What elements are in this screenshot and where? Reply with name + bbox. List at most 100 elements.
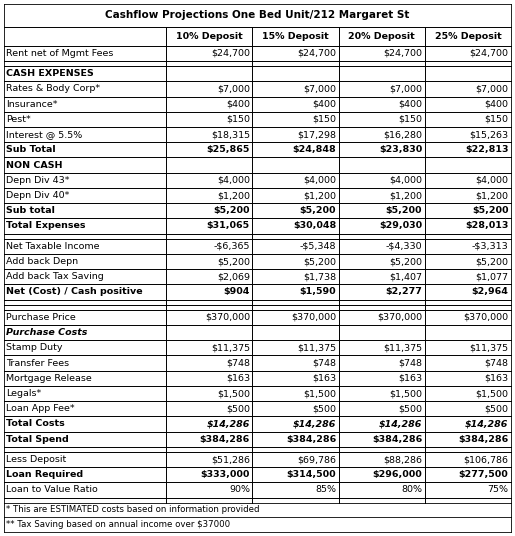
Text: $69,786: $69,786 [297,455,336,464]
Text: $7,000: $7,000 [217,84,250,93]
Text: $163: $163 [398,374,422,383]
Text: Insurance*: Insurance* [7,100,58,109]
Text: $150: $150 [485,115,508,124]
Text: $24,848: $24,848 [293,145,336,154]
Text: $17,298: $17,298 [297,130,336,139]
Text: Sub Total: Sub Total [7,145,56,154]
Text: $384,286: $384,286 [458,435,508,444]
Text: Rates & Body Corp*: Rates & Body Corp* [7,84,100,93]
Text: Stamp Duty: Stamp Duty [7,344,63,352]
Text: -$3,313: -$3,313 [472,242,508,251]
Text: 90%: 90% [229,486,250,495]
Text: $150: $150 [398,115,422,124]
Text: $24,700: $24,700 [211,49,250,58]
Text: $14,286: $14,286 [379,420,422,428]
Text: Purchase Price: Purchase Price [7,313,76,322]
Text: $18,315: $18,315 [211,130,250,139]
Text: Net Taxable Income: Net Taxable Income [7,242,100,251]
Text: Total Expenses: Total Expenses [7,221,86,230]
Text: $748: $748 [485,359,508,368]
Text: $16,280: $16,280 [383,130,422,139]
Text: $384,286: $384,286 [372,435,422,444]
Text: Cashflow Projections One Bed Unit/212 Margaret St: Cashflow Projections One Bed Unit/212 Ma… [105,10,410,20]
Text: NON CASH: NON CASH [7,161,63,169]
Text: $7,000: $7,000 [475,84,508,93]
Text: Total Spend: Total Spend [7,435,69,444]
Text: $28,013: $28,013 [465,221,508,230]
Text: Net (Cost) / Cash positive: Net (Cost) / Cash positive [7,287,143,296]
Text: $5,200: $5,200 [300,206,336,215]
Text: $1,200: $1,200 [475,191,508,200]
Text: $4,000: $4,000 [303,176,336,185]
Text: $370,000: $370,000 [464,313,508,322]
Text: Add back Depn: Add back Depn [7,257,79,266]
Text: Total Costs: Total Costs [7,420,65,428]
Text: $1,500: $1,500 [303,389,336,398]
Text: $11,375: $11,375 [211,344,250,352]
Text: $29,030: $29,030 [379,221,422,230]
Text: $7,000: $7,000 [303,84,336,93]
Text: $384,286: $384,286 [286,435,336,444]
Text: Loan to Value Ratio: Loan to Value Ratio [7,486,98,495]
Text: Pest*: Pest* [7,115,31,124]
Text: $24,700: $24,700 [470,49,508,58]
Text: $1,200: $1,200 [217,191,250,200]
Text: $5,200: $5,200 [472,206,508,215]
Text: $51,286: $51,286 [211,455,250,464]
Text: $7,000: $7,000 [389,84,422,93]
Text: $4,000: $4,000 [475,176,508,185]
Text: 25% Deposit: 25% Deposit [435,32,501,41]
Text: $30,048: $30,048 [293,221,336,230]
Text: $333,000: $333,000 [200,470,250,479]
Text: $31,065: $31,065 [207,221,250,230]
Text: 85%: 85% [315,486,336,495]
Text: $24,700: $24,700 [297,49,336,58]
Text: CASH EXPENSES: CASH EXPENSES [7,69,94,78]
Text: $400: $400 [398,100,422,109]
Text: $400: $400 [312,100,336,109]
Text: $150: $150 [226,115,250,124]
Text: ** Tax Saving based on annual income over $37000: ** Tax Saving based on annual income ove… [7,520,231,529]
Text: Loan App Fee*: Loan App Fee* [7,404,75,413]
Text: $23,830: $23,830 [379,145,422,154]
Text: $163: $163 [312,374,336,383]
Text: $4,000: $4,000 [217,176,250,185]
Text: -$6,365: -$6,365 [213,242,250,251]
Text: Sub total: Sub total [7,206,56,215]
Text: $1,500: $1,500 [217,389,250,398]
Text: $500: $500 [485,404,508,413]
Text: $748: $748 [226,359,250,368]
Text: $14,286: $14,286 [293,420,336,428]
Text: $5,200: $5,200 [475,257,508,266]
Text: $500: $500 [226,404,250,413]
Text: Purchase Costs: Purchase Costs [7,328,88,337]
Text: $22,813: $22,813 [465,145,508,154]
Text: $904: $904 [224,287,250,296]
Text: $11,375: $11,375 [469,344,508,352]
Text: $370,000: $370,000 [377,313,422,322]
Text: Add back Tax Saving: Add back Tax Saving [7,272,104,281]
Text: $400: $400 [226,100,250,109]
Text: $314,500: $314,500 [286,470,336,479]
Text: $163: $163 [485,374,508,383]
Text: 80%: 80% [401,486,422,495]
Text: $5,200: $5,200 [217,257,250,266]
Text: $370,000: $370,000 [291,313,336,322]
Text: $106,786: $106,786 [464,455,508,464]
Text: Legals*: Legals* [7,389,42,398]
Text: $5,200: $5,200 [213,206,250,215]
Text: -$5,348: -$5,348 [300,242,336,251]
Text: 10% Deposit: 10% Deposit [176,32,243,41]
Text: $25,865: $25,865 [207,145,250,154]
Text: $24,700: $24,700 [383,49,422,58]
Text: $296,000: $296,000 [372,470,422,479]
Text: Transfer Fees: Transfer Fees [7,359,70,368]
Text: $1,407: $1,407 [389,272,422,281]
Text: $277,500: $277,500 [459,470,508,479]
Text: Mortgage Release: Mortgage Release [7,374,92,383]
Text: Loan Required: Loan Required [7,470,83,479]
Text: $370,000: $370,000 [205,313,250,322]
Text: * This are ESTIMATED costs based on information provided: * This are ESTIMATED costs based on info… [7,505,260,515]
Text: $14,286: $14,286 [465,420,508,428]
Text: Rent net of Mgmt Fees: Rent net of Mgmt Fees [7,49,114,58]
